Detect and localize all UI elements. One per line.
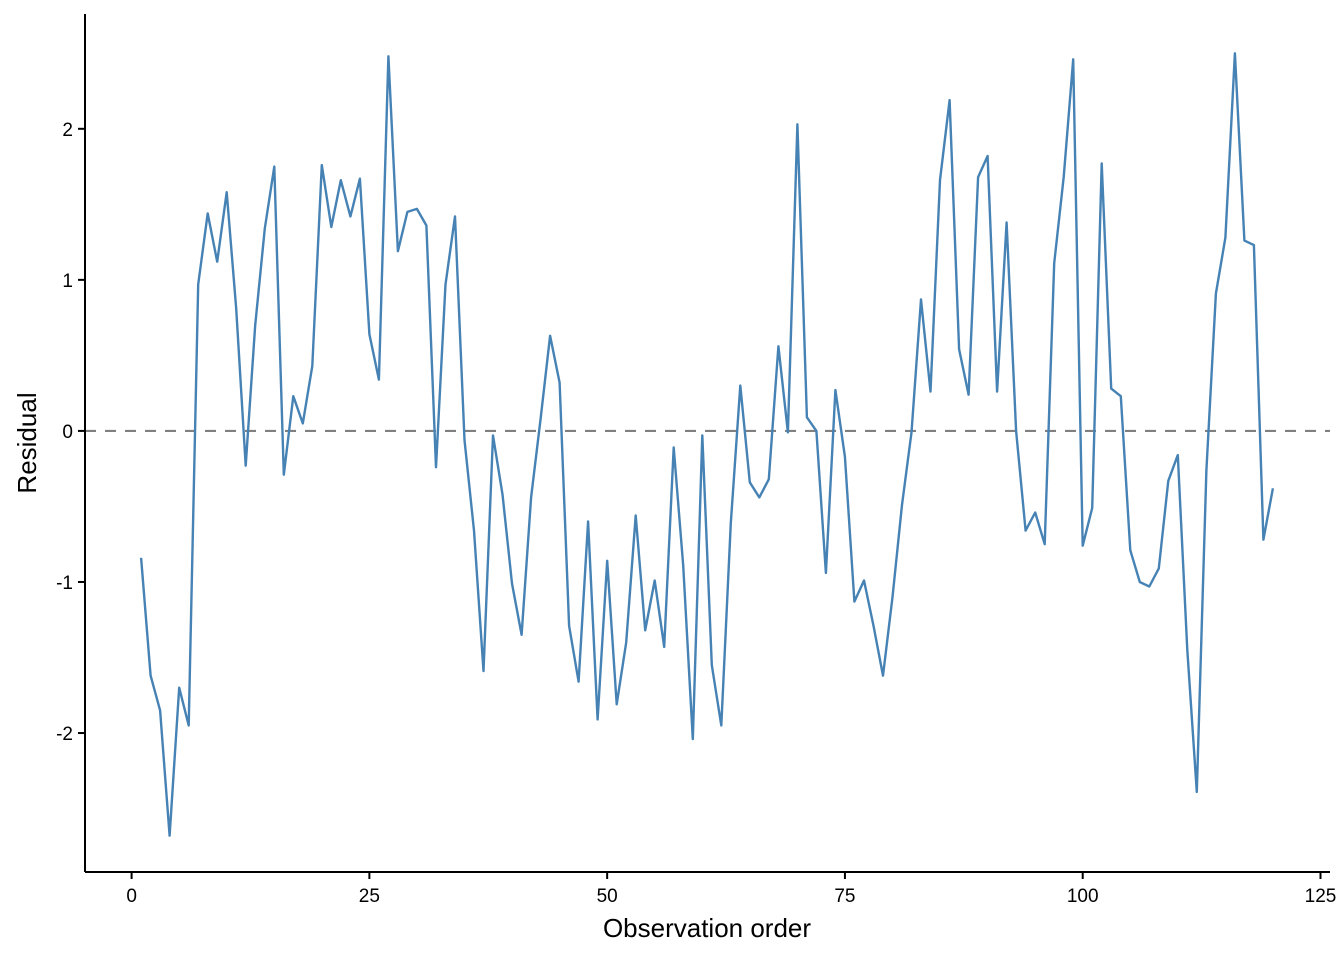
x-axis-title: Observation order (603, 913, 811, 943)
y-tick-label: -1 (56, 573, 73, 594)
x-axis-ticks: 0 25 50 75 100 125 (126, 872, 1336, 907)
x-tick-label: 75 (834, 886, 855, 907)
x-tick-label: 25 (359, 886, 380, 907)
y-axis-ticks: -2 -1 0 1 2 (56, 120, 85, 745)
x-tick-label: 0 (126, 886, 137, 907)
y-axis-title: Residual (12, 392, 42, 493)
y-tick-label: 0 (62, 422, 73, 443)
y-tick-label: 2 (62, 120, 73, 141)
residual-series-line (139, 52, 1275, 837)
x-tick-label: 50 (597, 886, 618, 907)
y-tick-label: 1 (62, 271, 73, 292)
y-tick-label: -2 (56, 724, 73, 745)
x-tick-label: 125 (1305, 886, 1337, 907)
x-tick-label: 100 (1067, 886, 1099, 907)
plot-area (85, 52, 1330, 837)
